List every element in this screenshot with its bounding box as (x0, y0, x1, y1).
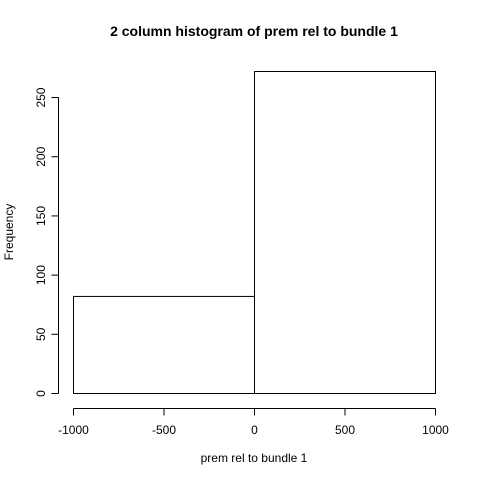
y-tick-label-3: 150 (34, 206, 48, 226)
x-axis: -1000 -500 0 500 1000 (58, 408, 449, 437)
bars-group (73, 71, 436, 395)
x-tick-label-2: 0 (251, 423, 258, 437)
histogram-bar-0 (73, 295, 255, 395)
y-tick-label-0: 0 (34, 390, 48, 397)
y-tick-label-4: 200 (34, 146, 48, 166)
chart-title: 2 column histogram of prem rel to bundle… (110, 23, 398, 39)
y-tick-label-2: 100 (34, 265, 48, 285)
x-axis-label: prem rel to bundle 1 (201, 451, 308, 465)
y-tick-label-1: 50 (34, 327, 48, 341)
x-tick-label-1: -500 (152, 423, 176, 437)
histogram-bar-1 (254, 71, 436, 394)
y-axis: 0 50 100 150 200 250 (34, 87, 59, 397)
y-axis-label: Frequency (2, 204, 16, 261)
y-tick-label-5: 250 (34, 87, 48, 107)
x-tick-label-3: 500 (335, 423, 355, 437)
x-tick-label-0: -1000 (58, 423, 89, 437)
x-tick-label-4: 1000 (422, 423, 449, 437)
